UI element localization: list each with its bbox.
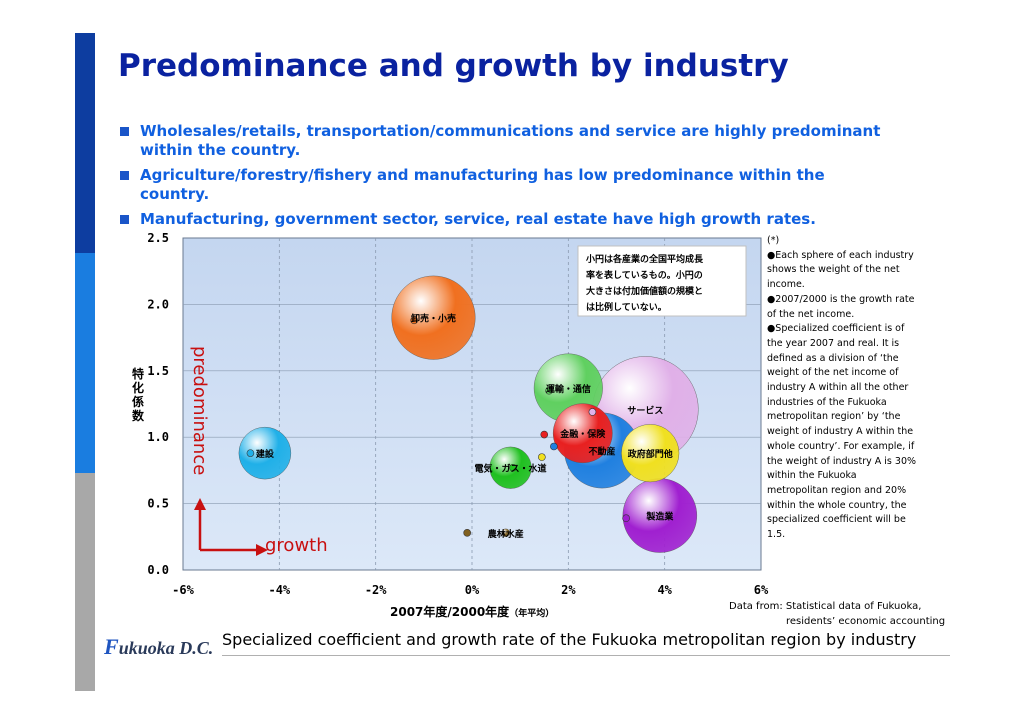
data-source-line1: Data from: Statistical data of Fukuoka, (729, 601, 922, 612)
bullet-square-icon (120, 215, 129, 224)
bullet-item: Manufacturing, government sector, servic… (118, 210, 888, 229)
predominance-annotation: predominance (189, 346, 210, 475)
x-axis-title: 2007年度/2000年度（年平均） (390, 604, 554, 618)
arrow-head-up-icon (194, 498, 206, 510)
footnote-panel: (*) ●Each sphere of each industry shows … (767, 234, 917, 543)
data-source-line2: residents’ economic accounting (786, 616, 946, 627)
bullet-square-icon (120, 127, 129, 136)
page-title: Predominance and growth by industry (118, 48, 789, 84)
y-tick-label: 0.0 (147, 563, 169, 577)
y-axis-title-char: 化 (132, 380, 144, 395)
bubble-label: サービス (627, 404, 663, 416)
national-average-dot (509, 463, 517, 472)
national-average-dot (545, 386, 553, 395)
inset-note-line: 大きさは付加価値額の規模と (586, 285, 703, 297)
bubble-label: 不動産 (589, 445, 616, 457)
growth-annotation: growth (265, 535, 328, 556)
fukuoka-dc-logo: Fukuoka D.C. (104, 634, 213, 660)
footer-divider (222, 655, 950, 656)
footnote-line: ●2007/2000 is the growth rate of the net… (767, 293, 915, 320)
side-bar-middle (75, 253, 95, 473)
national-average-dot (410, 316, 419, 325)
x-tick-label: -2% (365, 583, 387, 597)
logo-initial: F (104, 634, 119, 659)
bubble-label: 建設 (256, 448, 275, 460)
national-average-dot (588, 408, 597, 416)
bubble-label: 政府部門他 (628, 448, 673, 460)
y-tick-label: 2.0 (147, 297, 169, 311)
logo-text: ukuoka D.C. (118, 638, 214, 658)
bullet-list: Wholesales/retails, transportation/commu… (118, 122, 888, 235)
bubble-chart: -6% -4% -2% 0% 2% 4% 6% 0.0 0.5 1.0 1.5 2.0 2.5 卸売・小… (132, 231, 769, 618)
national-average-dot (246, 449, 255, 457)
x-tick-label: 2% (561, 583, 576, 597)
footnote-line: ●Specialized coefficient is of the year … (767, 323, 917, 541)
y-tick-label: 0.5 (147, 497, 169, 511)
national-average-dot (463, 529, 471, 537)
side-bar-bottom (75, 473, 95, 691)
x-tick-label: 4% (657, 583, 672, 597)
y-axis-title: 特化係数 (132, 366, 145, 423)
bubble (501, 528, 510, 538)
arrow-head-right-icon (256, 544, 268, 556)
bullet-text: Manufacturing, government sector, servic… (140, 210, 816, 228)
bubble-label: 電気・ガス・水道 (475, 463, 547, 475)
x-tick-label: 0% (465, 583, 480, 597)
bullet-text: Wholesales/retails, transportation/commu… (140, 122, 881, 159)
chart-inset-note: 小円は各産業の全国平均成長率を表しているもの。小円の大きさは付加価値額の規模とは… (577, 245, 747, 317)
bubble-label: 運輸・通信 (546, 383, 591, 395)
y-axis-title-char: 数 (132, 408, 145, 423)
svg-text:小円は各産業の全国平均成長率を表しているもの。小円の大きさは: 小円は各産業の全国平均成長率を表しているもの。小円の大きさは付加価値額の規模とは… (585, 253, 704, 313)
inset-note-line: 小円は各産業の全国平均成長 (585, 253, 704, 265)
axis-annotation-arrow (198, 506, 260, 552)
y-axis-title-char: 係 (132, 394, 144, 409)
national-average-dot (622, 514, 630, 523)
bubble-label: 農林水産 (488, 528, 524, 540)
y-axis-title-char: 特 (132, 366, 144, 381)
bubble-label: 卸売・小売 (411, 313, 456, 325)
chart-caption: Specialized coefficient and growth rate … (222, 630, 917, 649)
bubble (621, 424, 680, 483)
y-tick-label: 1.5 (147, 364, 169, 378)
bubble (552, 403, 613, 464)
y-tick-label: 2.5 (147, 231, 169, 245)
bullet-item: Wholesales/retails, transportation/commu… (118, 122, 888, 160)
bullet-item: Agriculture/forestry/fishery and manufac… (118, 166, 888, 204)
national-average-dot (540, 430, 549, 439)
side-bar-top (75, 33, 95, 253)
bubble (391, 275, 476, 360)
inset-note-line: 率を表しているもの。小円の (586, 269, 703, 281)
x-tick-label: -4% (268, 583, 290, 597)
x-tick-label: -6% (172, 583, 194, 597)
bullet-text: Agriculture/forestry/fishery and manufac… (140, 166, 825, 203)
x-tick-label: 6% (754, 583, 769, 597)
bullet-square-icon (120, 171, 129, 180)
footnote-line: (*) (767, 235, 780, 246)
national-average-dot (550, 442, 558, 451)
footnote-line: ●Each sphere of each industry shows the … (767, 249, 914, 291)
bubble-label: 金融・保険 (559, 428, 606, 440)
national-average-dot (538, 453, 546, 461)
bubble-label: 製造業 (645, 511, 674, 523)
x-axis-title-suffix: （年平均） (509, 607, 554, 618)
y-tick-label: 1.0 (147, 430, 169, 444)
x-axis-title-main: 2007年度/2000年度 (390, 604, 510, 618)
bubble (238, 426, 292, 480)
inset-note-line: は比例していない。 (586, 301, 667, 313)
